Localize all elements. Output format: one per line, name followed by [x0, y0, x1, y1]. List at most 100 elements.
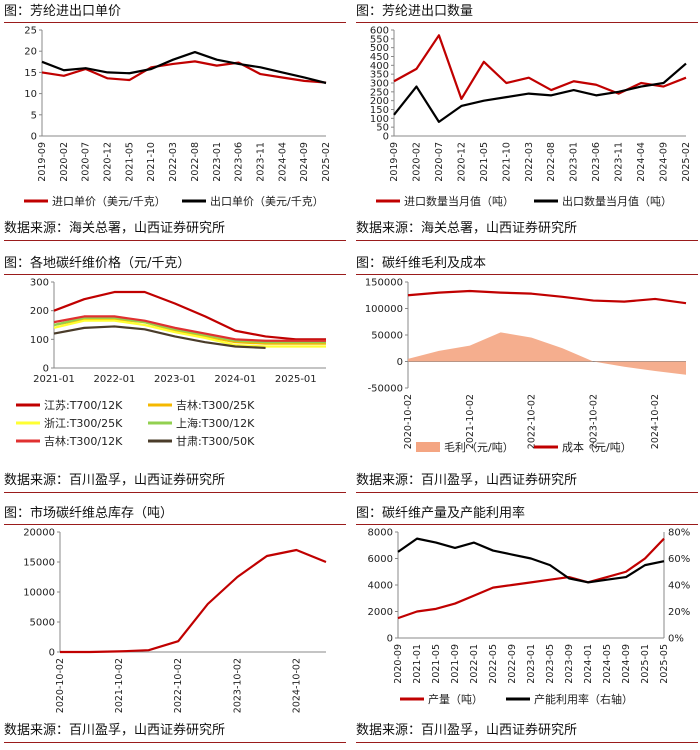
x-tick-label: 2020-12	[103, 142, 114, 182]
x-tick-label: 2024-05	[602, 644, 613, 684]
y-tick-label: 500	[370, 43, 389, 54]
legend-label: 江苏:T700/12K	[44, 399, 123, 412]
divider	[356, 492, 698, 493]
x-tick-label: 2022-03	[168, 142, 179, 182]
y-tick-label: 4000	[368, 581, 393, 592]
y-tick-label: 0	[383, 132, 389, 143]
panel-source: 数据来源：海关总署，山西证券研究所	[356, 221, 578, 236]
x-tick-label: 2022-09	[507, 644, 518, 684]
y-tick-label: 350	[370, 70, 389, 81]
series-line	[41, 50, 327, 85]
x-tick-label: 2022-01	[94, 374, 136, 385]
x-tick-label: 2024-01	[214, 374, 256, 385]
y-tick-label: 100000	[365, 304, 403, 315]
y-tick-label: 8000	[368, 528, 393, 539]
legend-label: 成本（元/吨）	[562, 440, 632, 454]
y-tick-label: 2000	[368, 607, 393, 618]
x-tick-label: 2021-10-02	[114, 658, 125, 713]
y-tick-label: 200	[30, 306, 49, 317]
x-tick-label: 2021-10-02	[465, 394, 476, 449]
legend-label: 进口数量当月值（吨）	[404, 194, 514, 208]
y-tick-label: 300	[30, 278, 49, 289]
x-tick-label: 2023-10-02	[232, 658, 243, 713]
x-tick-label: 2023-01	[154, 374, 196, 385]
y-tick-label: 600	[370, 26, 389, 37]
y-right-tick-label: 60%	[668, 554, 690, 565]
y-tick-label: 250	[370, 87, 389, 98]
series-line	[397, 537, 665, 620]
x-tick-label: 2024-09	[659, 142, 670, 182]
series-line	[53, 315, 326, 342]
x-tick-label: 2021-05	[124, 142, 135, 182]
x-tick-label: 2022-10-02	[173, 658, 184, 713]
panel-title: 图：市场碳纤维总库存（吨）	[4, 504, 346, 525]
x-tick-label: 2020-10-02	[55, 658, 66, 713]
x-tick-label: 2020-02	[59, 142, 70, 182]
x-tick-label: 2024-01	[583, 644, 594, 684]
legend-swatch	[416, 442, 440, 452]
chart-carbon-fiber-output: 0 2000 4000 6000 8000 0% 20% 40% 60% 80% 2020-09 20…	[368, 528, 691, 707]
y-tick-label: 15000	[23, 558, 55, 569]
panel-source: 数据来源：百川盈孚，山西证券研究所	[4, 723, 226, 738]
y-tick-label: 0	[31, 132, 37, 143]
x-tick-label: 2022-03	[524, 142, 535, 182]
chart-carbon-fiber-price: 0 100 200 300 2021-01 2022-01 2023-01 2024-01 20…	[16, 278, 326, 448]
y-tick-label: 0	[387, 634, 393, 645]
y-tick-label: 400	[370, 61, 389, 72]
series-line	[41, 60, 327, 84]
x-tick-label: 2023-05	[545, 644, 556, 684]
x-tick-label: 2024-10-02	[650, 394, 661, 449]
panel-source: 数据来源：百川盈孚，山西证券研究所	[356, 473, 578, 488]
legend-label: 进口单价（美元/千克）	[52, 195, 166, 208]
x-tick-label: 2022-05	[488, 644, 499, 684]
x-tick-label: 2023-01	[212, 142, 223, 182]
y-tick-label: 15	[24, 68, 37, 79]
x-tick-label: 2022-08	[546, 142, 557, 182]
y-tick-label: -50000	[368, 384, 403, 395]
y-tick-label: 5000	[30, 618, 55, 629]
panel-aramid-price: 图：芳纶进出口单价 0 5 10 15 20 25 2019-09 2020-02 2020-0…	[4, 2, 346, 248]
series-line	[53, 318, 326, 345]
series-line	[393, 34, 687, 100]
x-tick-label: 2025-05	[659, 644, 670, 684]
x-tick-label: 2023-11	[255, 142, 266, 182]
panel-carbon-fiber-margin: 图：碳纤维毛利及成本 -50000 0 50000 100000 150000 2020-…	[356, 254, 698, 500]
legend-label: 产能利用率（右轴）	[534, 692, 633, 706]
x-tick-label: 2025-01	[275, 374, 317, 385]
x-tick-label: 2019-09	[37, 142, 48, 182]
panel-title: 图：芳纶进出口单价	[4, 2, 346, 23]
series-line	[393, 62, 687, 123]
x-tick-label: 2022-01	[469, 644, 480, 684]
y-tick-label: 6000	[368, 554, 393, 565]
x-tick-label: 2021-05	[479, 142, 490, 182]
y-tick-label: 150	[370, 105, 389, 116]
series-line	[53, 290, 326, 341]
x-tick-label: 2019-09	[389, 142, 400, 182]
y-tick-label: 25	[24, 26, 37, 37]
y-tick-label: 300	[370, 79, 389, 90]
panel-aramid-quantity: 图：芳纶进出口数量 0 50 100 150 200 250 300 350 400 450 500…	[356, 2, 698, 248]
divider	[356, 240, 698, 241]
y-tick-label: 200	[370, 96, 389, 107]
y-right-tick-label: 20%	[668, 607, 690, 618]
x-tick-label: 2024-09	[621, 644, 632, 684]
divider	[4, 240, 346, 241]
x-tick-label: 2021-05	[431, 644, 442, 684]
legend-label: 浙江:T300/25K	[44, 417, 123, 430]
x-tick-label: 2023-01	[526, 644, 537, 684]
x-tick-label: 2023-11	[614, 142, 625, 182]
y-tick-label: 0	[49, 648, 55, 659]
divider	[4, 492, 346, 493]
legend-label: 甘肃:T300/50K	[176, 435, 255, 448]
panel-source: 数据来源：百川盈孚，山西证券研究所	[356, 723, 578, 738]
x-tick-label: 2020-02	[411, 142, 422, 182]
x-tick-label: 2025-02	[681, 142, 692, 182]
series-line	[397, 537, 665, 584]
x-tick-label: 2020-07	[81, 142, 92, 182]
y-tick-label: 100	[370, 114, 389, 125]
x-tick-label: 2024-04	[277, 142, 288, 182]
y-tick-label: 150000	[365, 278, 403, 289]
x-tick-label: 2024-09	[299, 142, 310, 182]
x-tick-label: 2023-09	[564, 644, 575, 684]
